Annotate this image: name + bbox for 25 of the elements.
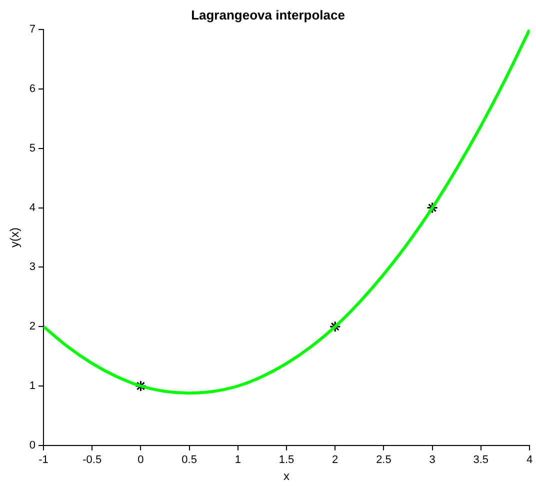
y-tick-label: 5 xyxy=(29,142,36,154)
point xyxy=(134,380,146,392)
y-tick-label: 2 xyxy=(29,320,36,333)
x-tick-label: -0.5 xyxy=(82,454,102,466)
y-tick-label: 3 xyxy=(29,261,36,274)
chart-title: Lagrangeova interpolace xyxy=(191,7,345,22)
x-tick-label: 4 xyxy=(526,454,533,466)
y-tick-label: 0 xyxy=(29,439,36,452)
x-tick-label: 0 xyxy=(138,454,144,466)
x-tick-label: 2.5 xyxy=(376,454,392,466)
x-axis-title: x xyxy=(284,469,290,484)
y-axis-title: y(x) xyxy=(8,228,22,248)
x-tick-label: 0.5 xyxy=(182,454,197,466)
y-tick-label: 6 xyxy=(29,83,36,96)
x-tick-label: 2 xyxy=(332,454,338,466)
x-tick-label: 1.5 xyxy=(278,454,294,466)
x-tick-label: -1 xyxy=(38,454,48,466)
x-tick-label: 3 xyxy=(429,454,436,466)
y-tick-label: 7 xyxy=(29,24,36,36)
x-tick-label: 3.5 xyxy=(473,454,489,466)
y-tick-label: 4 xyxy=(29,202,36,214)
x-tick-label: 1 xyxy=(234,454,241,466)
point xyxy=(426,202,438,214)
line-series xyxy=(44,30,530,395)
y-tick-label: 1 xyxy=(29,380,36,392)
